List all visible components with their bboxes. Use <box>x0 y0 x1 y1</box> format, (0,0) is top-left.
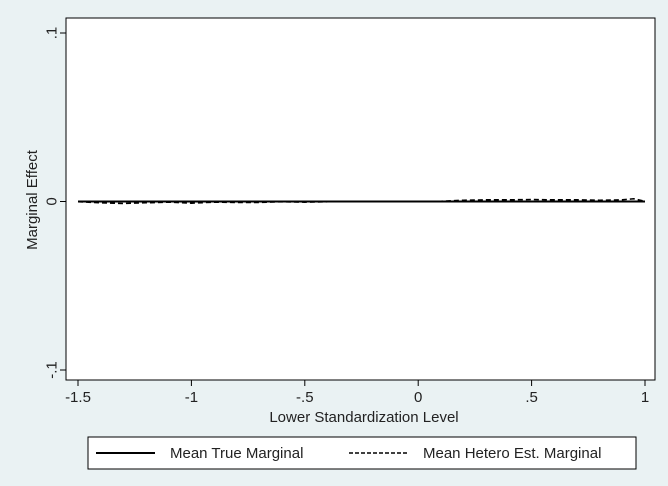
series-line-hetero-est-marginal <box>77 198 646 205</box>
y-axis-title: Marginal Effect <box>24 149 41 250</box>
y-tick-label: .1 <box>44 27 61 40</box>
x-axis: -1.5 -1 -.5 0 .5 1 <box>65 380 649 406</box>
x-tick-label: 1 <box>641 389 649 406</box>
x-tick-label: -1.5 <box>65 389 91 406</box>
legend-label-hetero-est-marginal: Mean Hetero Est. Marginal <box>423 445 601 462</box>
y-tick-label: 0 <box>44 197 61 205</box>
x-tick-label: 0 <box>414 389 422 406</box>
y-axis: -.1 0 .1 <box>44 27 66 379</box>
x-tick-label: -.5 <box>296 389 314 406</box>
x-axis-title: Lower Standardization Level <box>269 409 458 426</box>
y-tick-label: -.1 <box>44 361 61 379</box>
x-tick-label: .5 <box>525 389 538 406</box>
x-tick-label: -1 <box>185 389 198 406</box>
series-layer <box>77 198 646 205</box>
legend: Mean True Marginal Mean Hetero Est. Marg… <box>87 436 637 470</box>
legend-label-true-marginal: Mean True Marginal <box>170 445 303 462</box>
plot-area <box>65 17 656 381</box>
